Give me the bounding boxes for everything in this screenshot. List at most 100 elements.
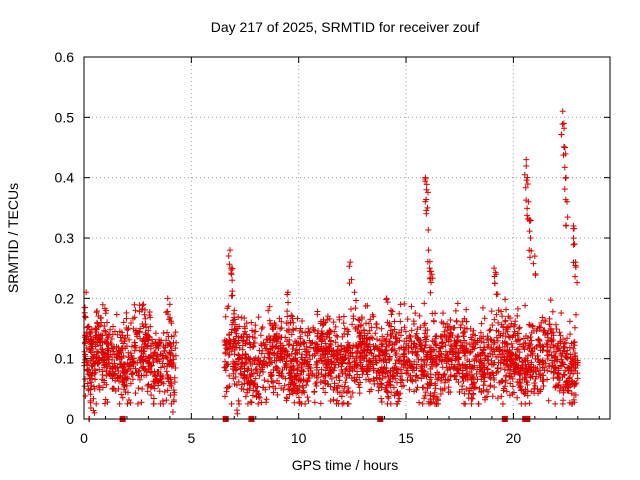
data-point	[517, 384, 524, 391]
data-point	[170, 356, 177, 363]
data-point	[554, 356, 561, 363]
data-point	[156, 340, 163, 347]
data-point	[286, 336, 293, 343]
data-point	[567, 354, 574, 361]
data-point	[338, 358, 345, 365]
data-point	[276, 315, 283, 322]
data-point	[273, 364, 280, 371]
data-point	[498, 393, 505, 400]
data-point	[228, 267, 235, 274]
data-point	[230, 319, 237, 326]
data-point	[263, 345, 270, 352]
data-point	[366, 358, 373, 365]
data-point	[283, 360, 290, 367]
data-point	[94, 348, 101, 355]
data-point	[524, 205, 531, 212]
data-point	[164, 295, 171, 302]
data-point	[326, 334, 333, 341]
data-point	[307, 356, 314, 363]
data-point	[432, 341, 439, 348]
data-point	[530, 368, 537, 375]
data-point	[318, 330, 325, 337]
data-point	[121, 361, 128, 368]
data-point	[356, 317, 363, 324]
data-point	[572, 367, 579, 374]
data-point	[532, 272, 539, 279]
data-point	[481, 315, 488, 322]
data-point	[372, 342, 379, 349]
data-point	[232, 362, 239, 369]
data-point	[437, 391, 444, 398]
data-point	[150, 395, 157, 402]
data-point	[490, 337, 497, 344]
data-point	[264, 362, 271, 369]
data-point	[257, 357, 264, 364]
data-point	[428, 271, 435, 278]
data-point	[527, 374, 534, 381]
data-point	[238, 385, 245, 392]
data-point	[120, 381, 127, 388]
data-point	[564, 347, 571, 354]
data-point	[296, 346, 303, 353]
data-point	[504, 328, 511, 335]
data-point	[342, 379, 349, 386]
data-point	[507, 380, 514, 387]
data-point	[386, 353, 393, 360]
data-point	[226, 336, 233, 343]
data-point	[493, 311, 500, 318]
data-point	[125, 349, 132, 356]
data-point	[274, 391, 281, 398]
data-point	[542, 360, 549, 367]
data-point	[553, 326, 560, 333]
data-point	[411, 340, 418, 347]
data-point	[336, 377, 343, 384]
data-point	[371, 380, 378, 387]
x-tick-label: 0	[80, 430, 88, 446]
data-point	[285, 299, 292, 306]
data-point	[440, 310, 447, 317]
data-point	[132, 307, 139, 314]
data-point	[138, 399, 145, 406]
data-point	[518, 364, 525, 371]
data-point	[391, 364, 398, 371]
data-point	[573, 311, 580, 318]
data-point	[243, 359, 250, 366]
data-point	[260, 368, 267, 375]
data-point	[466, 358, 473, 365]
data-point	[241, 371, 248, 378]
data-point	[263, 336, 270, 343]
data-point	[233, 330, 240, 337]
data-point	[514, 305, 521, 312]
data-point	[509, 344, 516, 351]
data-point	[478, 338, 485, 345]
data-point	[442, 324, 449, 331]
data-point	[566, 344, 573, 351]
data-point	[432, 385, 439, 392]
data-point	[306, 337, 313, 344]
data-point	[429, 337, 436, 344]
data-point	[98, 346, 105, 353]
data-point	[375, 367, 382, 374]
data-point	[327, 328, 334, 335]
data-point	[420, 384, 427, 391]
data-point	[462, 362, 469, 369]
data-point	[384, 400, 391, 407]
data-point	[532, 376, 539, 383]
data-point	[528, 361, 535, 368]
data-point	[128, 370, 135, 377]
data-point	[512, 332, 519, 339]
x-tick-label: 20	[506, 430, 522, 446]
data-point	[132, 328, 139, 335]
data-point	[147, 323, 154, 330]
data-point	[143, 324, 150, 331]
data-point	[528, 247, 535, 254]
data-point	[295, 394, 302, 401]
data-point	[255, 400, 262, 407]
data-point	[467, 348, 474, 355]
data-point	[506, 392, 513, 399]
data-point	[503, 388, 510, 395]
data-point	[266, 317, 273, 324]
data-point	[564, 335, 571, 342]
data-point	[475, 351, 482, 358]
data-point	[266, 384, 273, 391]
